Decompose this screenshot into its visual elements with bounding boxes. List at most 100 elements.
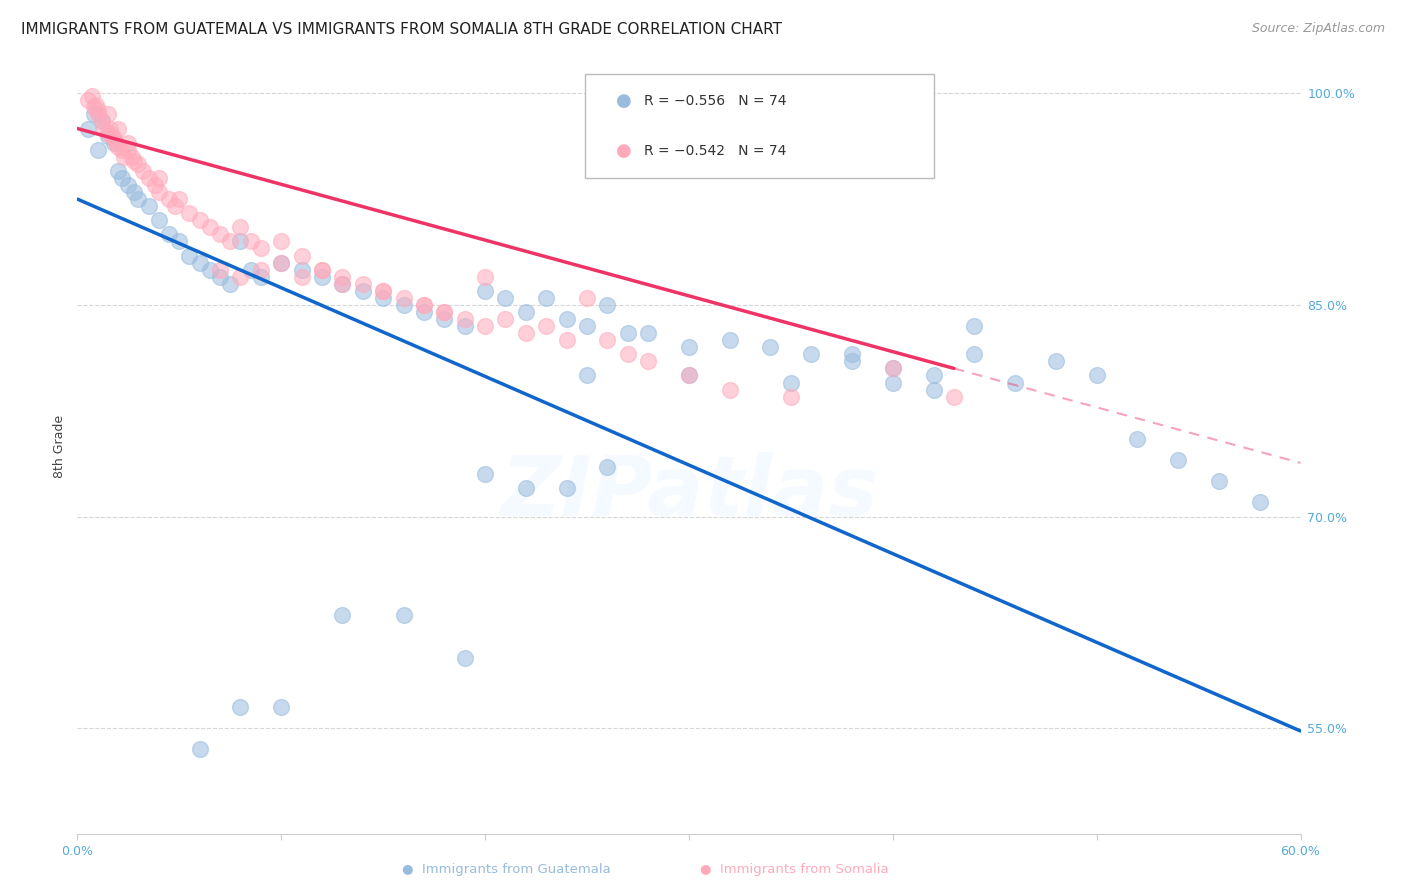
Point [188,742,211,756]
Text: Source: ZipAtlas.com: Source: ZipAtlas.com [1251,22,1385,36]
Point [107,140,129,154]
Point [124,153,146,168]
Point [534,291,557,305]
Point [433,312,456,326]
Point [111,170,134,185]
Point [101,128,124,143]
Point [90,114,112,128]
Point [371,284,394,298]
Point [779,376,801,390]
Point [596,460,619,475]
Point [90,114,112,128]
Point [637,326,659,340]
Point [270,700,292,714]
Point [290,248,312,262]
Point [239,235,262,249]
Point [718,333,741,347]
Point [270,255,292,269]
Point [474,269,496,284]
Point [311,262,333,277]
Text: ●  Immigrants from Somalia: ● Immigrants from Somalia [700,863,889,876]
Point [495,291,517,305]
Text: ZIPatlas: ZIPatlas [501,452,877,533]
Point [576,291,599,305]
Point [637,354,659,368]
Point [453,319,475,334]
Point [229,700,252,714]
Point [117,136,139,150]
Point [779,390,801,404]
Point [124,185,146,199]
Point [1045,354,1067,368]
Point [87,103,110,118]
Point [515,481,537,495]
Point [371,284,394,298]
Point [239,262,262,277]
Point [392,298,415,312]
Point [555,312,578,326]
Point [371,291,394,305]
Point [495,312,517,326]
Point [112,150,135,164]
Point [453,312,475,326]
Point [474,284,496,298]
Point [352,277,374,291]
Point [127,157,149,171]
Text: IMMIGRANTS FROM GUATEMALA VS IMMIGRANTS FROM SOMALIA 8TH GRADE CORRELATION CHART: IMMIGRANTS FROM GUATEMALA VS IMMIGRANTS … [21,22,782,37]
Point [107,121,129,136]
Point [131,164,153,178]
Point [759,340,782,354]
FancyBboxPatch shape [585,73,934,178]
Point [105,136,128,150]
Point [596,298,619,312]
Point [198,262,221,277]
Point [311,262,333,277]
Point [87,143,110,157]
Point [882,361,904,376]
Point [148,185,170,199]
Point [229,269,252,284]
Point [1249,495,1271,509]
Point [250,242,273,256]
Point [1085,368,1108,383]
Point [76,121,98,136]
Point [117,143,139,157]
Point [290,269,312,284]
Point [157,192,180,206]
Point [596,333,619,347]
Point [1167,453,1189,467]
Point [121,150,143,164]
Point [555,481,578,495]
Point [413,298,436,312]
Point [332,269,354,284]
Point [882,376,904,390]
Point [103,131,125,145]
Point [83,107,105,121]
Point [617,326,640,340]
Point [169,192,191,206]
Text: ●: ● [616,142,631,160]
Point [179,206,201,220]
Point [143,178,166,192]
Point [138,170,160,185]
Point [98,121,121,136]
Point [250,262,273,277]
Point [413,298,436,312]
Text: ●: ● [616,92,631,110]
Point [922,368,945,383]
Point [942,390,965,404]
Point [117,178,139,192]
Point [515,305,537,319]
Point [474,467,496,482]
Point [157,227,180,242]
Point [332,608,354,623]
Point [392,608,415,623]
Point [678,368,700,383]
Text: R = −0.542   N = 74: R = −0.542 N = 74 [644,145,786,158]
Point [453,650,475,665]
Point [963,319,986,334]
Point [678,340,700,354]
Point [127,192,149,206]
Point [332,277,354,291]
Point [515,326,537,340]
